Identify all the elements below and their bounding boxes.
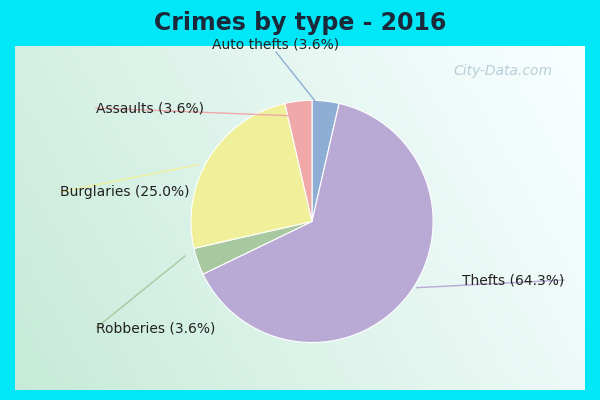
Text: Auto thefts (3.6%): Auto thefts (3.6%) — [212, 38, 340, 52]
Text: City-Data.com: City-Data.com — [453, 64, 552, 78]
Text: Burglaries (25.0%): Burglaries (25.0%) — [60, 185, 190, 199]
Wedge shape — [312, 100, 339, 222]
Wedge shape — [194, 222, 312, 274]
Wedge shape — [191, 104, 312, 248]
Wedge shape — [285, 100, 312, 222]
Text: Thefts (64.3%): Thefts (64.3%) — [462, 273, 564, 287]
Wedge shape — [203, 104, 433, 342]
Text: Crimes by type - 2016: Crimes by type - 2016 — [154, 11, 446, 35]
Text: Robberies (3.6%): Robberies (3.6%) — [96, 321, 215, 335]
Text: Assaults (3.6%): Assaults (3.6%) — [96, 101, 204, 115]
